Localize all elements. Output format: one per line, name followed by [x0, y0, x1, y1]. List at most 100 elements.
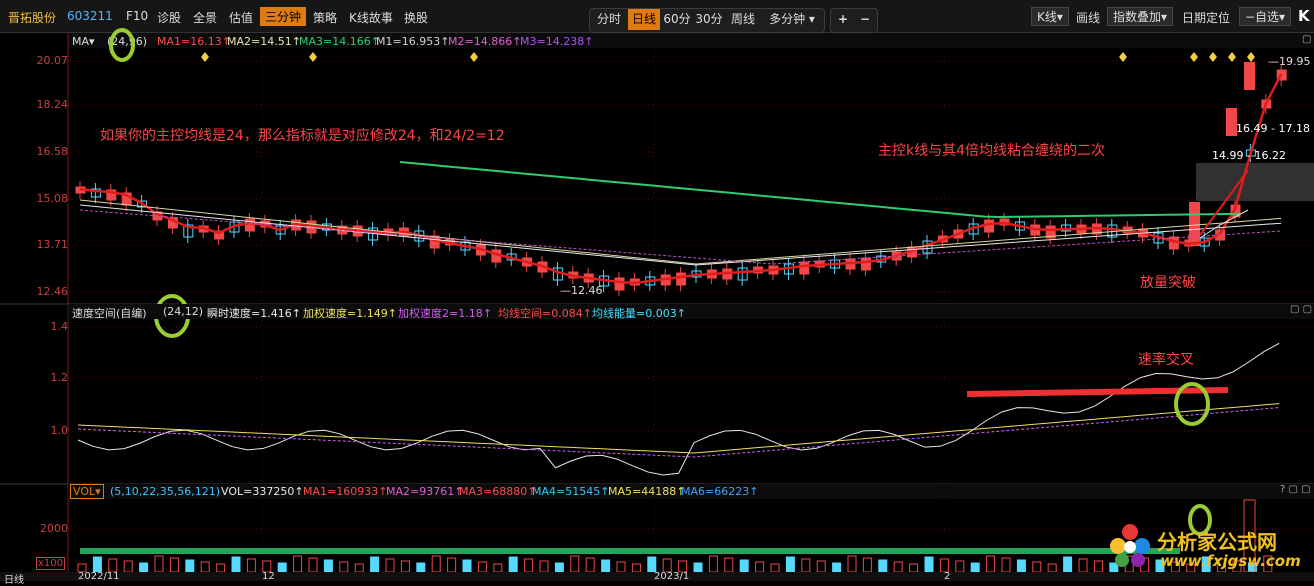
- ma-indicator-selector[interactable]: MA▾: [72, 35, 95, 48]
- volume-bar: [493, 563, 503, 573]
- volume-bar: [416, 562, 426, 573]
- tab-weekly[interactable]: 周线: [730, 12, 755, 26]
- volume-bar: [724, 557, 734, 573]
- toolbar-item-strategy[interactable]: 策略: [313, 11, 338, 25]
- candle-body: [614, 277, 625, 291]
- volume-bar: [216, 563, 226, 573]
- watchlist-dropdown[interactable]: −自选▾: [1239, 7, 1291, 26]
- volume-bar: [601, 559, 611, 573]
- volume-bar: [477, 561, 487, 573]
- candle-body: [183, 224, 194, 238]
- kline-type-dropdown[interactable]: K线▾: [1031, 7, 1069, 26]
- volume-bar: [431, 555, 441, 573]
- candle-body: [214, 230, 225, 240]
- ma1-value: MA1=16.13↑: [157, 35, 231, 48]
- volume-bar: [385, 558, 395, 573]
- volume-bar: [801, 558, 811, 573]
- tab-intraday[interactable]: 分时: [596, 12, 621, 26]
- price-tick: 13.71: [36, 238, 69, 251]
- volume-bar: [570, 555, 580, 573]
- volume-bar: [400, 560, 410, 573]
- volume-bar: [169, 557, 179, 573]
- volume-bar: [462, 559, 472, 573]
- volume-bar: [323, 559, 333, 573]
- toolbar-item-valuation[interactable]: 估值: [229, 11, 254, 25]
- toolbar-item-switch-stock[interactable]: 换股: [404, 11, 429, 25]
- annotation-circle: [1174, 382, 1210, 426]
- candle-body: [137, 200, 148, 208]
- volume-bar: [554, 562, 564, 573]
- candle-body: [676, 272, 687, 286]
- volume-bar: [832, 562, 842, 573]
- volume-bar: [708, 555, 718, 573]
- volume-bar: [878, 559, 888, 573]
- volume-bar: [339, 561, 349, 573]
- volume-bar: [755, 561, 765, 573]
- event-marker-icon: [1228, 52, 1236, 62]
- toolbar-item-f10[interactable]: F10: [126, 9, 149, 23]
- event-marker-icon: [1190, 52, 1198, 62]
- tab-60min[interactable]: 60分: [663, 12, 691, 26]
- date-axis: [0, 572, 1314, 581]
- weighted-speed2-value: 加权速度2=1.18↑: [398, 307, 492, 320]
- zoom-out-button[interactable]: −: [859, 12, 871, 26]
- price-tick: 18.24: [36, 98, 69, 111]
- ma3-line: [399, 161, 1241, 219]
- volume-bar: [647, 556, 657, 573]
- volume-bar: [616, 561, 626, 573]
- volume-bar: [308, 557, 318, 573]
- volume-bar: [1078, 558, 1088, 573]
- date-locate-button[interactable]: 日期定位: [1182, 11, 1231, 25]
- range-label-lower: 14.99 - 16.22: [1212, 149, 1286, 162]
- weighted-speed-value: 加权速度=1.149↑: [303, 307, 397, 320]
- candle-body: [799, 261, 810, 275]
- volume-bar: [693, 562, 703, 573]
- toolbar-item-kline-story[interactable]: K线故事: [349, 11, 393, 25]
- volume-bar: [909, 563, 919, 573]
- volume-bar: [1093, 560, 1103, 573]
- volume-bar: [539, 560, 549, 573]
- m2-line: [79, 209, 1282, 265]
- volume-bar: [631, 563, 641, 573]
- tab-daily[interactable]: 日线: [628, 9, 660, 30]
- index-overlay-dropdown[interactable]: 指数叠加▾: [1107, 7, 1173, 26]
- period-tabs: 分时 日线 60分 30分 周线 多分钟 ▾: [589, 8, 825, 33]
- zoom-in-button[interactable]: +: [837, 12, 849, 26]
- volume-bar: [185, 559, 195, 573]
- m1-line: [79, 204, 1282, 266]
- settings-icon[interactable]: ▢ ▢: [1290, 304, 1313, 315]
- toolbar-item-overview[interactable]: 全景: [193, 11, 218, 25]
- volume-bar: [524, 558, 534, 573]
- volume-bar: [970, 562, 980, 573]
- vol-indicator-selector[interactable]: VOL▾: [70, 484, 104, 499]
- draw-line-button[interactable]: 画线: [1076, 11, 1101, 25]
- speed-indicator-title[interactable]: 速度空间(自编): [72, 307, 147, 320]
- volume-bar: [447, 557, 457, 573]
- toolbar-item-diagnose[interactable]: 诊股: [157, 11, 182, 25]
- vol-settings-icon[interactable]: ? ▢ ▢: [1280, 484, 1311, 495]
- volume-bar: [354, 563, 364, 573]
- breakout-candle: [1226, 108, 1237, 136]
- k-icon[interactable]: K: [1298, 7, 1310, 25]
- event-marker-icon: [1209, 52, 1217, 62]
- weighted-speed2-line: [77, 407, 1280, 458]
- price-tick: 15.08: [36, 192, 69, 205]
- watermark-brand: 分析家公式网: [1157, 530, 1277, 554]
- volume-bar: [955, 560, 965, 573]
- vol-tick: 2000: [40, 522, 68, 535]
- vol-value: VOL=337250↑: [221, 485, 304, 498]
- breakout-candle: [1244, 62, 1255, 90]
- candle-body: [984, 219, 995, 233]
- tab-30min[interactable]: 30分: [695, 12, 723, 26]
- date-axis-period: 日线: [4, 575, 24, 586]
- toolbar-item-three-minutes[interactable]: 三分钟: [260, 7, 306, 26]
- tab-multi-minute[interactable]: 多分钟 ▾: [769, 12, 815, 26]
- maximize-icon[interactable]: ▢: [1302, 34, 1312, 45]
- event-marker-icon: [309, 52, 317, 62]
- ma3-value: MA3=14.166↑: [299, 35, 380, 48]
- vol-unit: x100: [36, 557, 66, 570]
- candle-body: [737, 267, 748, 281]
- date-label: 2022/11: [78, 571, 120, 582]
- volume-bar: [1032, 561, 1042, 573]
